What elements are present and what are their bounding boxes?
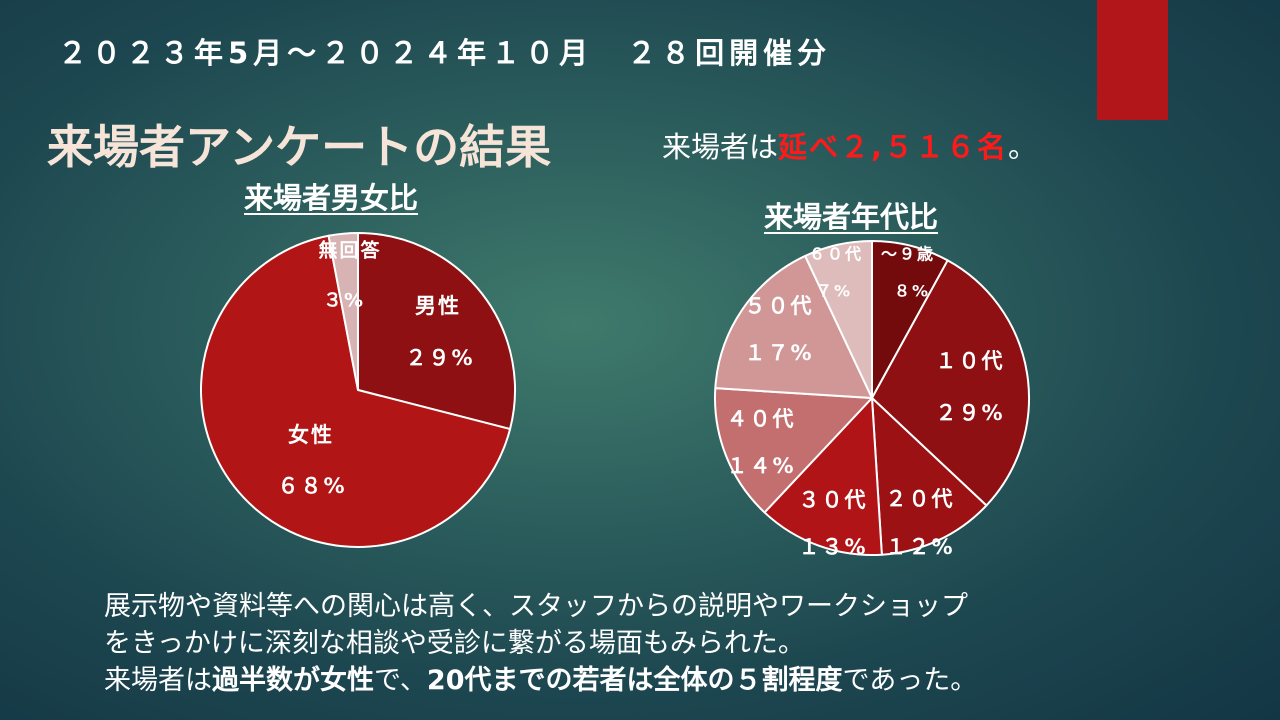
summary-text-plain: 来場者は [104,665,212,696]
page-title: 来場者アンケートの結果 [47,120,552,174]
summary-line-3: 来場者は過半数が女性で、20代までの若者は全体の５割程度であった。 [104,662,977,699]
visitor-count-suffix: 。 [1008,130,1038,164]
gender-slice-percent-label: ２９% [405,346,474,370]
age-slice-name-label: ６０代 [809,245,863,264]
gender-pie-slice-2 [327,232,359,391]
gender-pie-slice-0 [357,232,516,431]
summary-line-1: 展示物や資料等への関心は高く、スタッフからの説明やワークショップ [104,591,968,622]
visitor-count: 来場者は延べ２,５１６名。 [662,124,1037,166]
summary-text-plain: であった。 [842,665,978,696]
age-slice-name-label: １０代 [936,349,1005,373]
age-slice-name-label: ２０代 [886,487,955,511]
gender-slice-name-label: 無回答 [318,239,381,262]
summary-text-plain: で、 [374,665,427,696]
age-slice-percent-label: １４% [726,454,795,478]
age-pie-slice-5 [714,254,873,399]
visitor-count-prefix: 来場者は [662,130,779,164]
visitor-count-value: 延べ２,５１６名 [778,130,1009,164]
age-slice-percent-label: ８% [894,282,930,301]
age-pie-slice-6 [804,240,873,399]
gender-chart-title: 来場者男女比 [244,181,419,215]
age-slice-name-label: ３０代 [799,488,868,512]
age-slice-percent-label: １３% [798,535,867,559]
gender-slice-percent-label: ３% [323,290,365,312]
decorative-red-tab [1097,0,1168,120]
age-slice-name-label: ５０代 [745,294,814,318]
age-chart-title: 来場者年代比 [764,200,939,234]
age-pie-slice-1 [871,259,1030,507]
age-slice-percent-label: １２% [885,535,954,559]
summary-emphasis-majority-female: 過半数が女性 [212,665,374,696]
event-period: ２０２３年5月～２０２４年１０月 ２８回開催分 [58,36,832,70]
age-slice-name-label: ～９歳 [881,245,935,264]
summary-emphasis-youth-ratio: 20代までの若者は全体の５割程度 [426,665,843,696]
age-slice-percent-label: ２９% [935,401,1004,425]
gender-pie-slice-1 [200,234,512,548]
age-slice-name-label: ４０代 [727,407,796,431]
age-slice-percent-label: １７% [744,341,813,365]
gender-slice-percent-label: ６８% [277,474,346,498]
age-pie-slice-3 [763,397,883,556]
summary-line-2: をきっかけに深刻な相談や受診に繋がる場面もみられた。 [104,628,805,659]
age-pie-slice-4 [714,387,873,514]
age-slice-percent-label: ７% [816,282,852,301]
age-pie-slice-2 [871,397,988,556]
summary-text: 展示物や資料等への関心は高く、スタッフからの説明やワークショップ をきっかけに深… [104,588,977,699]
gender-slice-name-label: 男性 [415,294,461,318]
gender-slice-name-label: 女性 [288,423,334,447]
